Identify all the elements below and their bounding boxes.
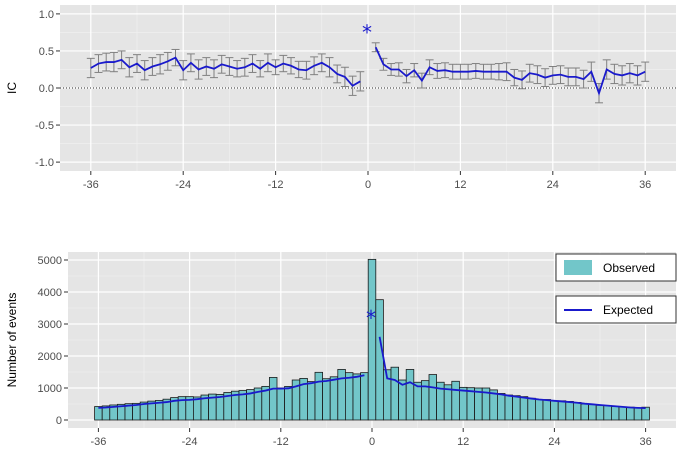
observed-bar [611, 406, 620, 421]
legend: Observed Expected [555, 253, 677, 324]
observed-bar [337, 369, 346, 421]
observed-bar [519, 396, 529, 421]
observed-bar [535, 399, 544, 421]
observed-bar [367, 258, 377, 421]
observed-bar [390, 366, 399, 421]
observed-bar [603, 405, 612, 421]
y-tick-label: 4000 [38, 287, 62, 299]
observed-bar [557, 400, 567, 421]
observed-bar [344, 372, 354, 421]
events-chart: 0 1000 2000 3000 4000 5000 -36 -24 -12 0 12 24 36 N… [5, 252, 677, 448]
x-tick-label: -36 [90, 436, 106, 448]
observed-bar [428, 374, 437, 421]
events-annotation-star: * [366, 306, 376, 330]
y-tick-label: 1.0 [39, 9, 54, 21]
x-tick-label: 0 [369, 436, 375, 448]
legend-label-expected: Expected [603, 303, 653, 317]
observed-bar [360, 372, 369, 421]
observed-bar [626, 406, 635, 421]
ic-x-tick-labels: -36 -24 -12 0 12 24 36 [83, 171, 651, 191]
x-tick-label: 24 [547, 179, 559, 191]
ic-chart: -1.0 -0.5 0.0 0.5 1.0 -36 -24 -12 0 12 24 36 IC * [5, 5, 676, 191]
x-tick-label: 12 [457, 436, 469, 448]
legend-label-observed: Observed [603, 261, 655, 275]
observed-bar [573, 401, 582, 421]
expected-lines [98, 336, 646, 410]
y-tick-label: 3000 [38, 319, 62, 331]
observed-bar [496, 393, 506, 421]
observed-bar [641, 406, 650, 421]
y-tick-label: 5000 [38, 255, 62, 267]
y-tick-label: -0.5 [35, 120, 54, 132]
observed-bar [192, 396, 202, 421]
observed-bar [466, 387, 475, 421]
ic-y-axis-title: IC [5, 82, 19, 94]
y-tick-label: 0.5 [39, 46, 54, 58]
observed-bar [413, 381, 422, 421]
observed-bar [588, 404, 597, 421]
observed-bar [565, 401, 574, 421]
y-tick-label: 0.0 [39, 83, 54, 95]
x-tick-label: -12 [268, 179, 284, 191]
observed-bar [306, 381, 316, 421]
ic-series-lines [90, 46, 646, 96]
observed-bar [405, 369, 415, 421]
observed-bar [618, 406, 627, 421]
x-tick-label: 0 [365, 179, 371, 191]
observed-bar [504, 394, 513, 421]
observed-bar [458, 386, 468, 421]
observed-bar [375, 299, 384, 421]
observed-bar [352, 373, 361, 421]
observed-bar [276, 387, 285, 421]
observed-bar [633, 407, 643, 421]
events-y-axis-title: Number of events [5, 293, 19, 388]
legend-swatch-observed [564, 260, 592, 275]
y-tick-label: 2000 [38, 351, 62, 363]
x-tick-label: 36 [639, 436, 651, 448]
observed-bar [527, 397, 536, 421]
x-tick-label: -24 [182, 436, 198, 448]
ic-series-line-before [90, 56, 361, 87]
observed-bar [314, 371, 323, 421]
y-tick-label: -1.0 [35, 157, 54, 169]
x-tick-label: 24 [548, 436, 560, 448]
x-tick-label: -36 [83, 179, 99, 191]
ic-y-tick-labels: -1.0 -0.5 0.0 0.5 1.0 [35, 9, 60, 169]
expected-line [378, 336, 646, 410]
legend-entry-expected: Expected [555, 295, 677, 324]
events-y-tick-labels: 0 1000 2000 3000 4000 5000 [38, 255, 68, 427]
y-tick-label: 1000 [38, 383, 62, 395]
observed-bar [284, 385, 293, 421]
observed-bar [550, 400, 559, 421]
x-tick-label: -12 [273, 436, 289, 448]
observed-bar [595, 404, 605, 421]
x-tick-label: -24 [175, 179, 191, 191]
observed-bar [322, 378, 331, 421]
observed-bar [329, 376, 339, 421]
legend-entry-observed: Observed [555, 253, 677, 282]
observed-bar [398, 379, 407, 421]
observed-bar [580, 403, 589, 421]
observed-bar [215, 393, 225, 421]
ic-annotation-star: * [362, 20, 372, 44]
x-tick-label: 36 [639, 179, 651, 191]
x-tick-label: 12 [454, 179, 466, 191]
events-x-tick-labels: -36 -24 -12 0 12 24 36 [90, 428, 652, 448]
observed-bar [542, 399, 551, 421]
observed-bar [451, 380, 460, 421]
observed-bars [94, 258, 650, 421]
observed-bar [268, 377, 278, 421]
y-tick-label: 0 [56, 415, 62, 427]
expected-line [98, 374, 365, 409]
ic-series-line-after [374, 46, 646, 96]
observed-bar [512, 395, 521, 421]
